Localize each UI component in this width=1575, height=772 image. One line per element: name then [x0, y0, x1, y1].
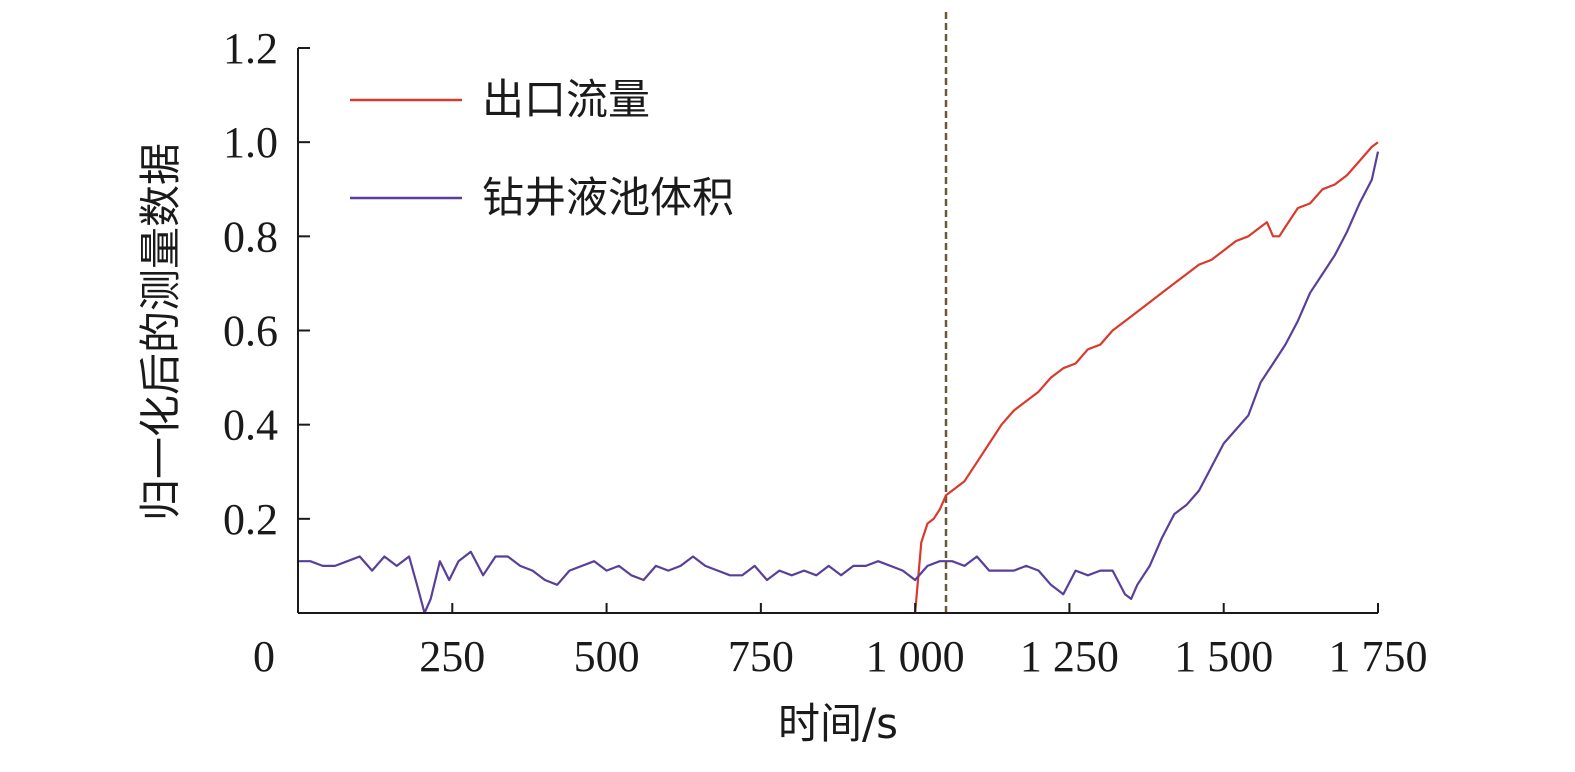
x-tick-label: 500	[574, 632, 640, 681]
legend: 出口流量 钻井液池体积	[350, 75, 734, 222]
x-tick-label: 750	[728, 632, 794, 681]
y-tick-label: 0.6	[223, 307, 278, 356]
x-tick-label: 1 000	[866, 632, 965, 681]
y-ticks: 0.2 0.4 0.6 0.8 1.0 1.2	[223, 24, 310, 544]
y-axis-title: 归一化后的测量数据	[136, 143, 185, 521]
series-outlet-flow-line	[914, 141, 1379, 614]
legend-label-mud-pit-volume: 钻井液池体积	[482, 173, 734, 222]
x-tick-label: 250	[419, 632, 485, 681]
x-tick-label: 0	[253, 632, 275, 681]
x-axis-title: 时间/s	[778, 699, 898, 748]
x-tick-label: 1 500	[1174, 632, 1273, 681]
series-mud-pit-volume-line	[298, 151, 1380, 615]
plot-area	[298, 12, 1380, 615]
x-tick-label: 1 750	[1329, 632, 1428, 681]
x-tick-label: 1 250	[1020, 632, 1119, 681]
y-tick-label: 0.2	[223, 495, 278, 544]
legend-label-outlet-flow: 出口流量	[482, 75, 650, 124]
x-ticks: 0 250 500 750 1 000 1 250 1 500 1 750	[253, 603, 1428, 681]
y-tick-label: 1.0	[223, 118, 278, 167]
y-tick-label: 0.8	[223, 212, 278, 261]
y-tick-label: 1.2	[223, 24, 278, 73]
y-tick-label: 0.4	[223, 401, 278, 450]
